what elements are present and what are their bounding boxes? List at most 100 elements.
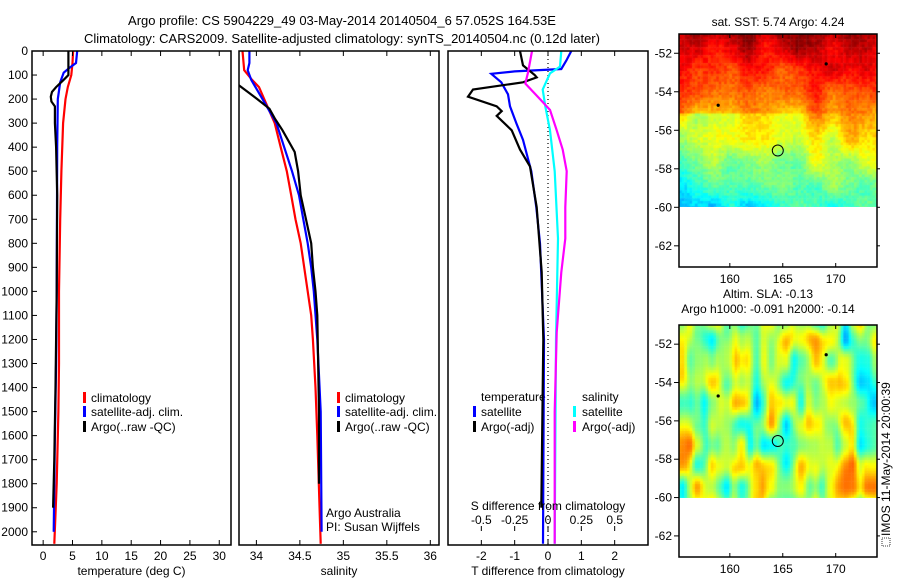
- legend-label-argo: Argo(..raw -QC): [345, 420, 430, 434]
- legend-swatch-satellite: [337, 406, 340, 417]
- lat-tick-label: -54: [655, 85, 673, 99]
- temperature-legend: climatology satellite-adj. clim. Argo(..…: [83, 391, 183, 434]
- sla-map-panel: 160 165 170 -52 -54 -56 -58 -60 -62 Altim. SLA: -…: [655, 287, 880, 576]
- legend-swatch-temp-argo: [473, 421, 476, 432]
- x-tick-label: 0: [40, 549, 47, 563]
- lat-tick-label: -52: [655, 46, 673, 60]
- s-x-tick-label: 0.5: [606, 513, 623, 527]
- x-tick-label: -2: [476, 549, 487, 563]
- argo-position-marker: [771, 144, 784, 157]
- y-tick-label: 1800: [1, 477, 28, 491]
- difference-profile-panel: -2 -1 0 1 2T difference from climatology -0.5…: [447, 50, 649, 578]
- x-tick-label: 15: [125, 549, 139, 563]
- x-axis-label: temperature (deg C): [77, 564, 185, 578]
- x-tick-label: 35.5: [375, 549, 399, 563]
- legend-label-temp-satellite: satellite: [481, 405, 522, 419]
- x-tick-label: 34: [250, 549, 264, 563]
- lat-tick-label: -58: [655, 452, 673, 466]
- map-subtitle: Argo h1000: -0.091 h2000: -0.14: [681, 302, 855, 316]
- y-tick-label: 1500: [1, 405, 28, 419]
- lat-tick-label: -56: [655, 414, 673, 428]
- x-tick-label: 34.5: [288, 549, 312, 563]
- x-tick-label: 25: [183, 549, 197, 563]
- legend-swatch-sal-satellite: [573, 406, 576, 417]
- island-marker: [716, 103, 720, 107]
- y-tick-label: 200: [8, 92, 28, 106]
- lat-tick-label: -62: [655, 529, 673, 543]
- legend-swatch-climatology: [83, 392, 86, 403]
- y-tick-label: 0: [21, 44, 28, 58]
- series-line-climatology: [241, 51, 322, 544]
- x-tick-label: 2: [611, 549, 618, 563]
- series-line-climatology: [53, 51, 75, 544]
- legend-label-temp-argo: Argo(-adj): [481, 420, 534, 434]
- imos-stamp: IMOS 11-May-2014 20:00:39: [879, 382, 893, 547]
- s-x-tick-label: -0.25: [501, 513, 529, 527]
- series-line-salinity-satellite: [541, 51, 563, 544]
- x-axis-label: T difference from climatology: [471, 564, 625, 578]
- island-marker: [716, 394, 720, 398]
- imos-logo-icon: [881, 537, 891, 547]
- sst-map-panel: 160 165 170 -52 -54 -56 -58 -60 -62 sat. SST: 5.7…: [655, 15, 880, 286]
- lon-tick-label: 170: [826, 562, 846, 576]
- legend-swatch-sal-argo: [573, 421, 576, 432]
- y-tick-label: 1100: [2, 308, 28, 322]
- salinity-legend: climatology satellite-adj. clim. Argo(..…: [337, 391, 437, 434]
- legend-heading-salinity: salinity: [582, 390, 619, 404]
- salinity-profile-panel: 34 34.5 35 35.5 36 salinity: [238, 50, 440, 578]
- lon-tick-label: 165: [773, 562, 793, 576]
- lon-tick-label: 160: [720, 562, 740, 576]
- series-line-argo-raw-qc-: [239, 83, 321, 484]
- y-tick-label: 1000: [1, 284, 28, 298]
- y-tick-label: 1300: [1, 357, 28, 371]
- figure-title-line1: Argo profile: CS 5904229_49 03-May-2014 …: [128, 13, 556, 28]
- lat-tick-label: -58: [655, 162, 673, 176]
- x-tick-label: 10: [95, 549, 109, 563]
- x-axis-label: salinity: [321, 564, 358, 578]
- series-line-argo-raw-qc-: [49, 51, 70, 508]
- y-tick-label: 1700: [1, 453, 28, 467]
- x-tick-label: 35: [337, 549, 351, 563]
- legend-label-satellite: satellite-adj. clim.: [345, 405, 437, 419]
- credit-line2: PI: Susan Wijffels: [326, 520, 420, 534]
- y-tick-label: 1900: [1, 501, 28, 515]
- legend-heading-temperature: temperature: [481, 390, 546, 404]
- legend-label-sal-satellite: satellite: [582, 405, 623, 419]
- lat-tick-label: -60: [655, 491, 673, 505]
- y-tick-label: 400: [8, 140, 28, 154]
- x-tick-label: -1: [509, 549, 520, 563]
- legend-label-satellite: satellite-adj. clim.: [91, 405, 183, 419]
- y-tick-label: 900: [8, 260, 28, 274]
- map-frame: [678, 324, 878, 558]
- legend-label-argo: Argo(..raw -QC): [91, 420, 176, 434]
- s-x-tick-label: 0.25: [570, 513, 594, 527]
- s-x-tick-label: -0.5: [471, 513, 492, 527]
- temperature-profile-panel: 0 5 10 15 20 25 30 temperature (deg C) 0 100 200 30…: [1, 44, 232, 578]
- y-tick-label: 800: [8, 236, 28, 250]
- difference-legend: temperature salinity satellite Argo(-adj…: [473, 390, 635, 434]
- lon-tick-label: 165: [773, 272, 793, 286]
- legend-swatch-satellite: [83, 406, 86, 417]
- sst-heatmap: [679, 34, 877, 207]
- legend-swatch-temp-satellite: [473, 406, 476, 417]
- s-axis-label: S difference from climatology: [471, 499, 626, 513]
- legend-swatch-argo: [83, 421, 86, 432]
- y-tick-label: 700: [8, 212, 28, 226]
- x-tick-label: 5: [69, 549, 76, 563]
- lat-tick-label: -62: [655, 239, 673, 253]
- figure-title-line2: Climatology: CARS2009. Satellite-adjuste…: [84, 31, 600, 46]
- lat-tick-label: -52: [655, 337, 673, 351]
- lon-tick-label: 160: [720, 272, 740, 286]
- x-tick-label: 1: [578, 549, 585, 563]
- x-tick-label: 0: [545, 549, 552, 563]
- y-tick-label: 100: [8, 68, 28, 82]
- lat-tick-label: -54: [655, 376, 673, 390]
- plot-frame: [31, 50, 232, 546]
- y-tick-label: 500: [8, 164, 28, 178]
- s-x-tick-label: 0: [545, 513, 552, 527]
- legend-label-climatology: climatology: [91, 391, 151, 405]
- y-tick-label: 2000: [1, 525, 28, 539]
- legend-swatch-argo: [337, 421, 340, 432]
